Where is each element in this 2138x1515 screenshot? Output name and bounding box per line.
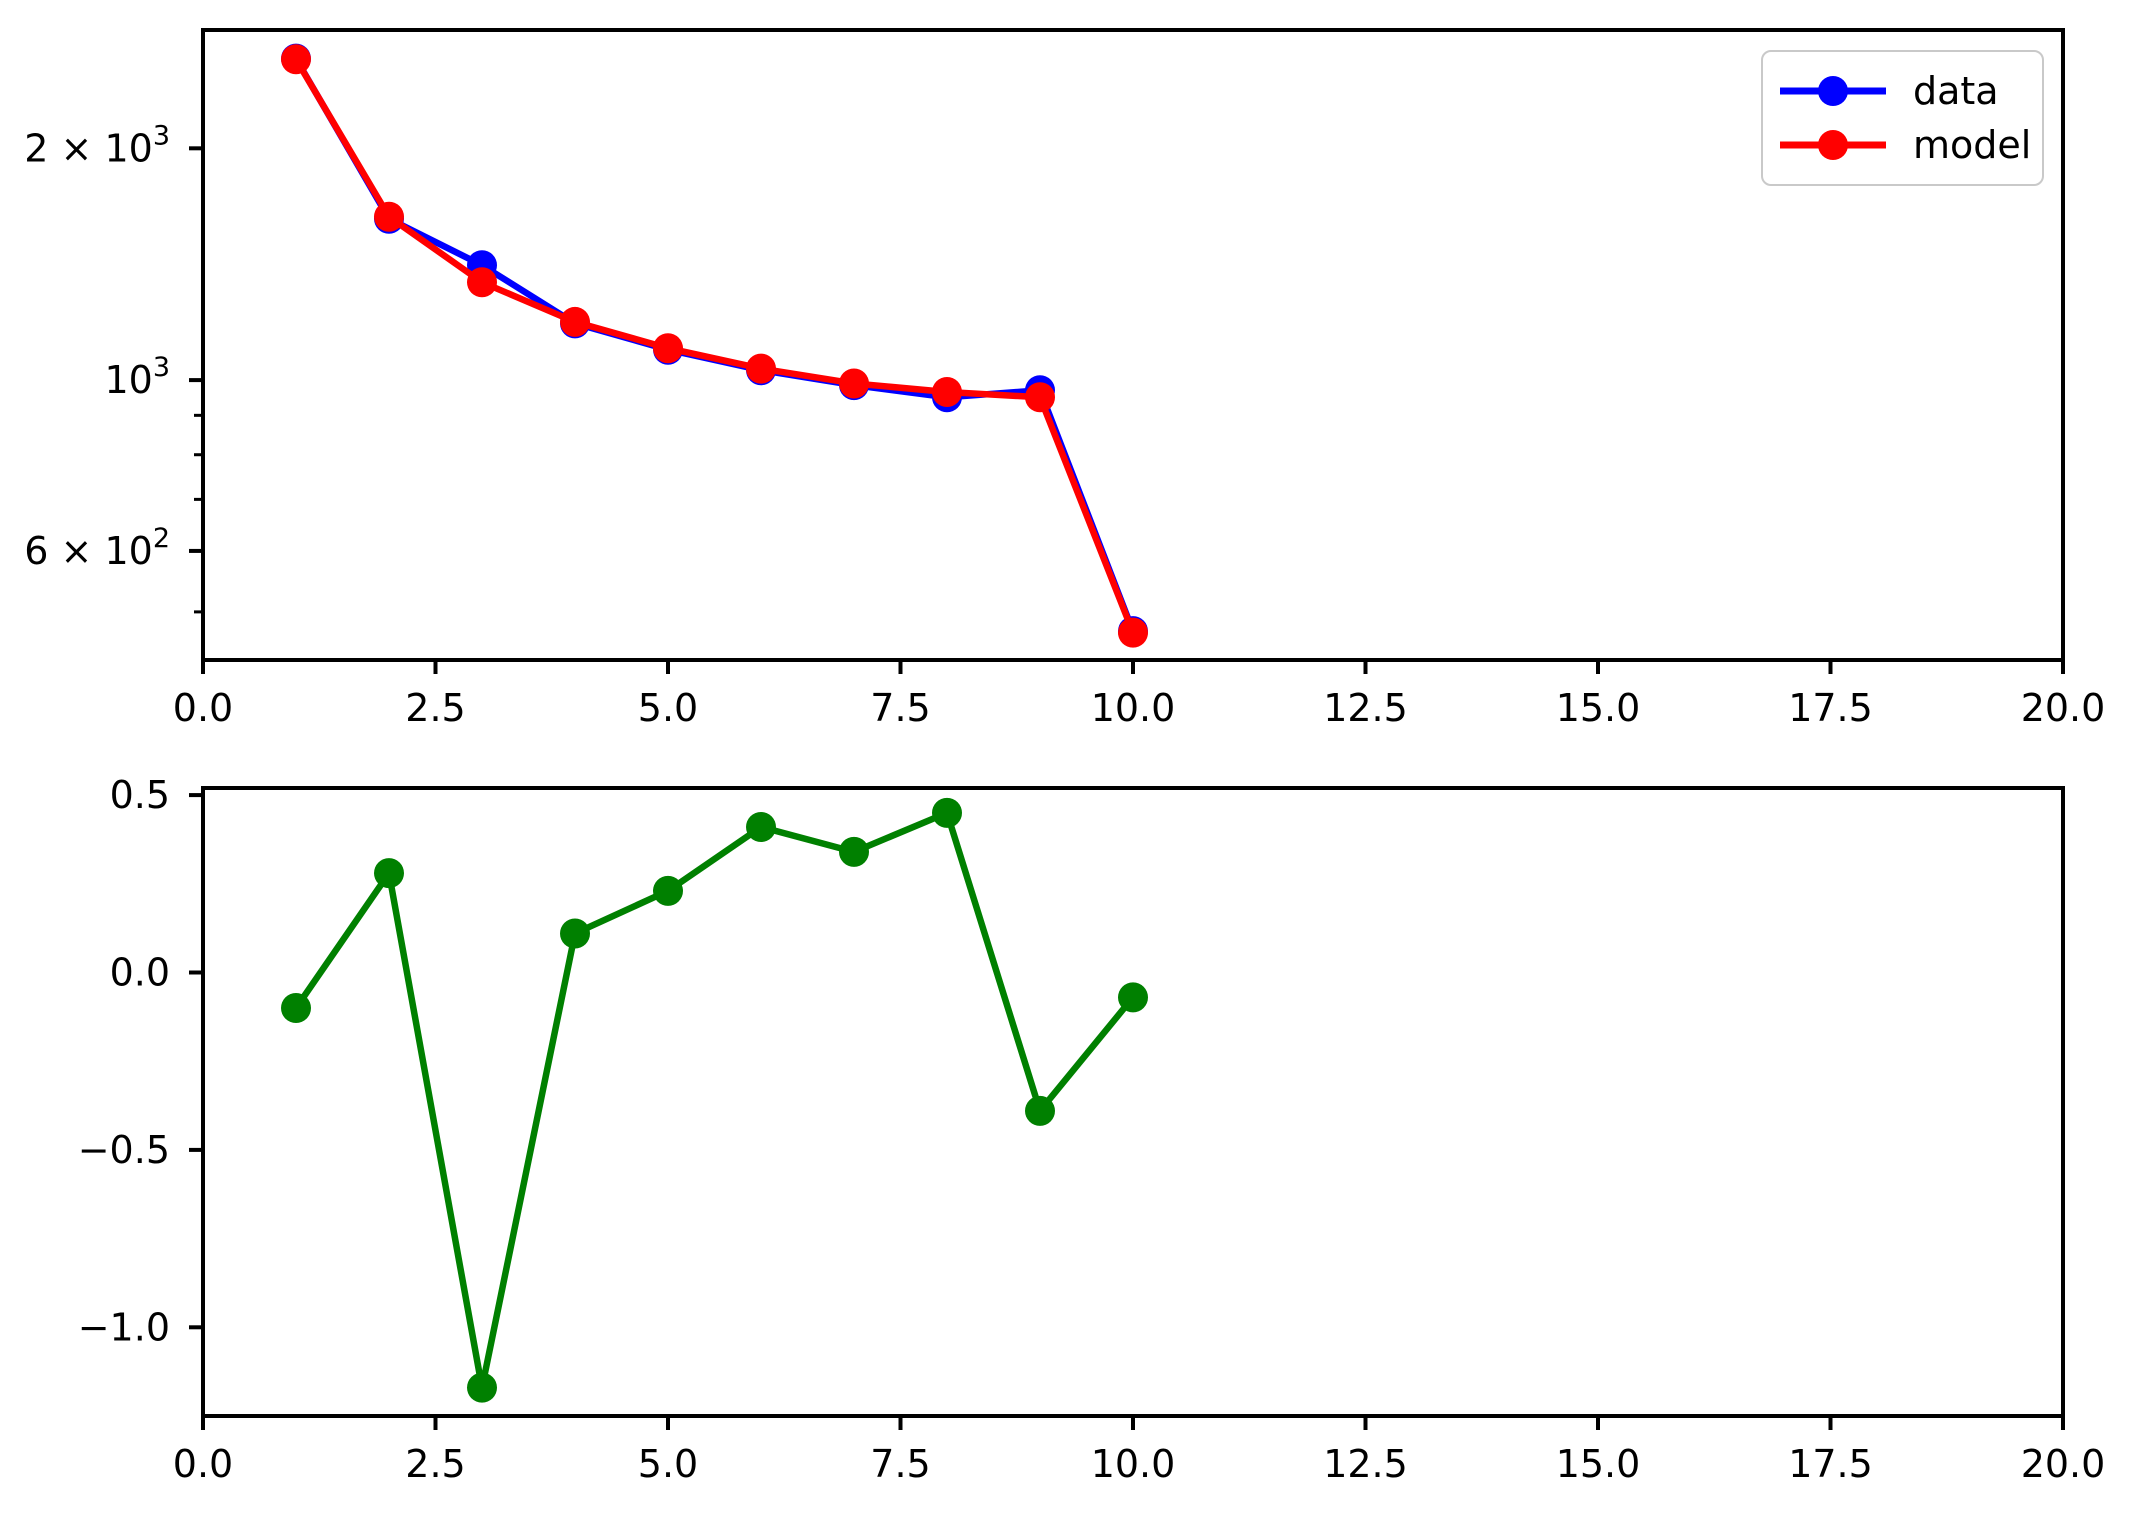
x-tick-label: 2.5 xyxy=(405,1442,465,1486)
residuals-point-marker xyxy=(839,836,869,867)
model-point-marker xyxy=(560,306,590,337)
legend-model-marker xyxy=(1818,130,1848,160)
x-tick-label: 5.0 xyxy=(638,1442,698,1486)
x-tick-label: 0.0 xyxy=(173,1442,233,1486)
legend-data-marker xyxy=(1818,76,1848,106)
top-plot: 0.0 2.5 5.0 7.5 10.0 12.5 15.0 17.5 20.0 2 × 103 1… xyxy=(24,28,2106,730)
x-tick-label: 15.0 xyxy=(1556,1442,1641,1486)
model-point-marker xyxy=(932,377,962,408)
x-tick-label: 20.0 xyxy=(2021,1442,2106,1486)
y-tick-label: 0.0 xyxy=(110,950,170,994)
y-tick-label: 103 xyxy=(104,352,170,402)
residuals-point-marker xyxy=(1118,982,1148,1013)
residuals-point-marker xyxy=(1025,1095,1055,1126)
y-tick-label: −0.5 xyxy=(78,1128,170,1172)
x-tick-label: 0.0 xyxy=(173,686,233,730)
legend-label-data: data xyxy=(1913,69,1999,113)
x-tick-label: 5.0 xyxy=(638,686,698,730)
legend-line-data-icon xyxy=(1780,76,1886,106)
residuals-point-marker xyxy=(932,797,962,828)
x-tick-label: 12.5 xyxy=(1323,1442,1408,1486)
legend-item-model: model xyxy=(1777,126,2031,164)
data-series-line xyxy=(292,55,1137,635)
model-point-marker xyxy=(746,353,776,384)
model-point-marker xyxy=(1025,382,1055,413)
legend: data model xyxy=(1761,50,2044,186)
y-tick-label: 0.5 xyxy=(110,773,170,817)
x-tick-label: 10.0 xyxy=(1091,686,1176,730)
residuals-series-line xyxy=(292,809,1137,1391)
model-point-marker xyxy=(374,201,404,232)
residuals-point-marker xyxy=(560,918,590,949)
x-tick-label: 10.0 xyxy=(1091,1442,1176,1486)
model-series-line xyxy=(292,56,1137,636)
x-tick-label: 17.5 xyxy=(1788,1442,1873,1486)
legend-item-data: data xyxy=(1777,72,2026,110)
model-point-marker xyxy=(467,267,497,298)
y-tick-label: −1.0 xyxy=(78,1305,170,1349)
residuals-point-marker xyxy=(653,875,683,906)
bottom-plot: 0.0 2.5 5.0 7.5 10.0 12.5 15.0 17.5 20.0 0.5 0.0 −0… xyxy=(78,773,2106,1486)
legend-label-model: model xyxy=(1913,123,2032,167)
x-tick-label: 15.0 xyxy=(1556,686,1641,730)
x-tick-label: 7.5 xyxy=(870,686,930,730)
y-tick-label: 2 × 103 xyxy=(24,120,170,170)
model-point-marker xyxy=(839,368,869,399)
x-tick-label: 2.5 xyxy=(405,686,465,730)
x-tick-label: 7.5 xyxy=(870,1442,930,1486)
model-point-marker xyxy=(281,44,311,75)
residuals-point-marker xyxy=(746,812,776,843)
residuals-point-marker xyxy=(467,1372,497,1403)
x-tick-label: 17.5 xyxy=(1788,686,1873,730)
x-tick-label: 12.5 xyxy=(1323,686,1408,730)
model-point-marker xyxy=(1118,617,1148,648)
residuals-point-marker xyxy=(281,992,311,1023)
legend-line-model-icon xyxy=(1780,130,1886,160)
model-point-marker xyxy=(653,333,683,364)
x-tick-label: 20.0 xyxy=(2021,686,2106,730)
residuals-point-marker xyxy=(374,858,404,889)
y-tick-label: 6 × 102 xyxy=(24,523,170,573)
plot-area xyxy=(201,786,2065,1418)
